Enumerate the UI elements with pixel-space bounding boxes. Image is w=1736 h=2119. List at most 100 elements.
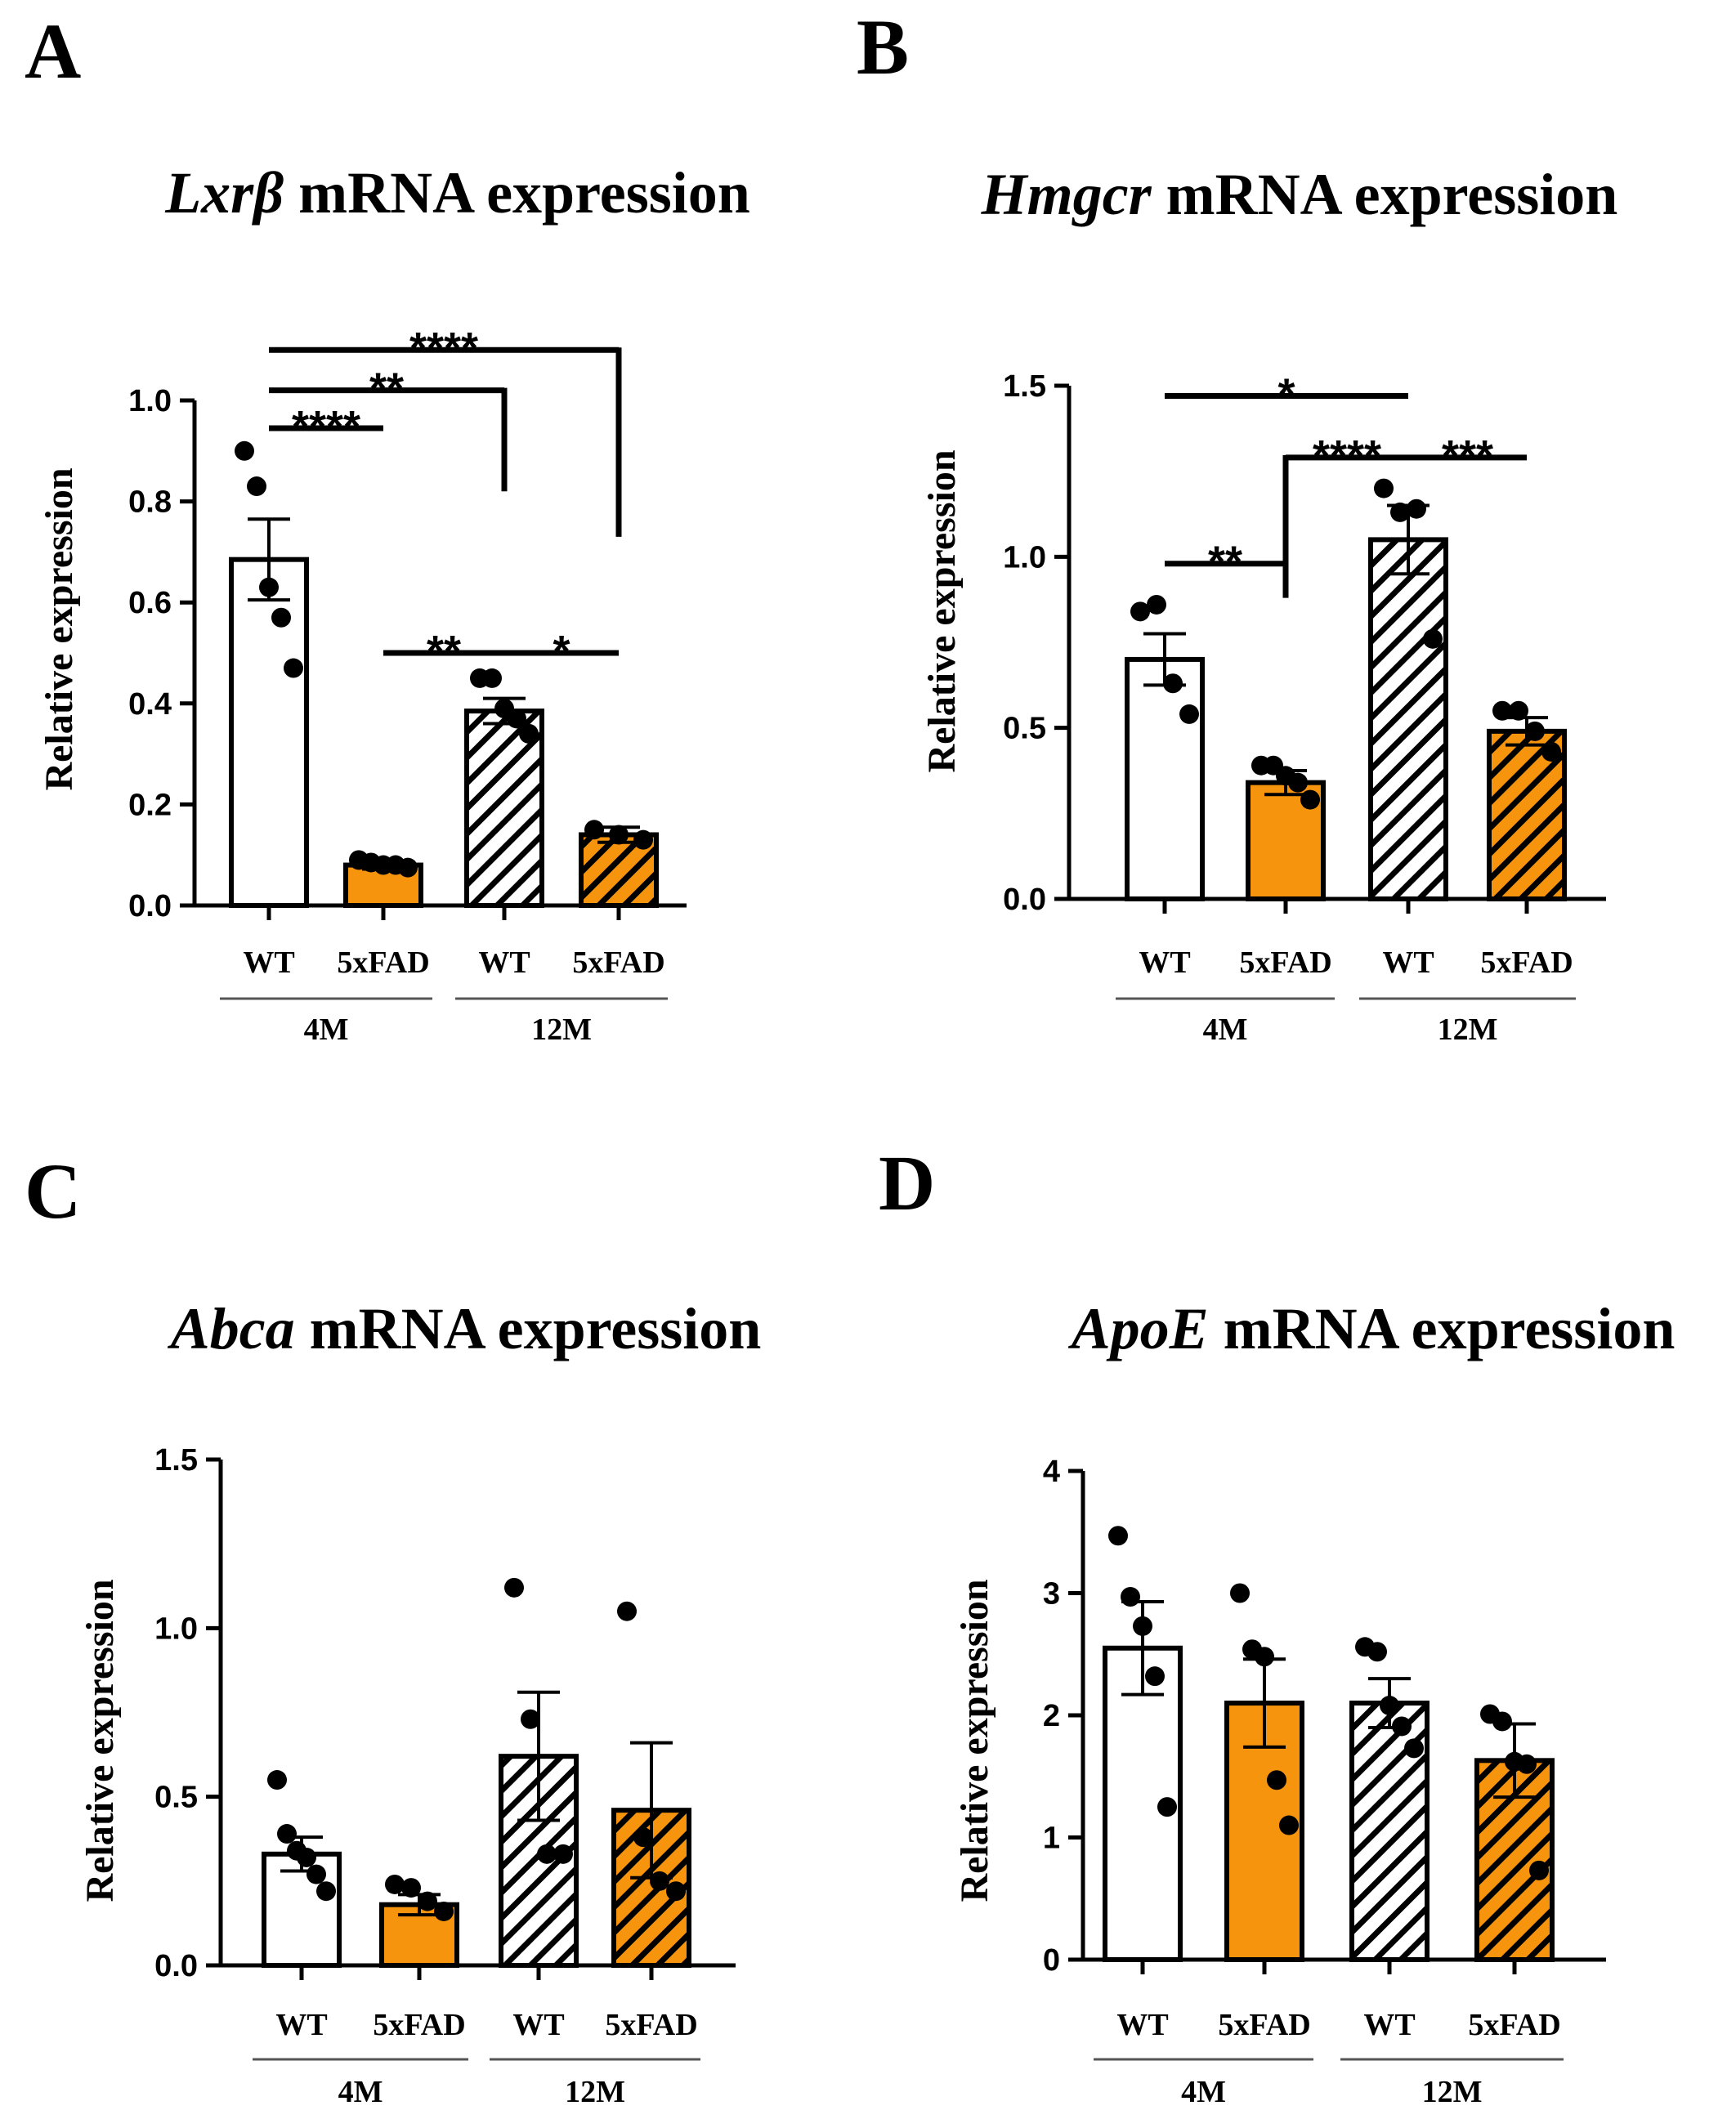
data-point bbox=[1374, 478, 1394, 498]
data-point bbox=[1423, 628, 1443, 649]
category-label: WT bbox=[1363, 2008, 1415, 2042]
chart-title: ApoE mRNA expression bbox=[1068, 1296, 1676, 1361]
data-point bbox=[1300, 789, 1320, 810]
data-point bbox=[267, 1770, 287, 1790]
category-label: 5xFAD bbox=[1218, 2008, 1310, 2042]
data-point bbox=[609, 825, 629, 845]
title-rest: mRNA expression bbox=[295, 1296, 762, 1361]
bar bbox=[1368, 537, 1448, 902]
title-gene: Abca bbox=[168, 1296, 295, 1361]
y-axis-label: Relative expression bbox=[953, 1579, 996, 1902]
group-label: 12M bbox=[1438, 1013, 1498, 1047]
data-point bbox=[617, 1601, 637, 1621]
significance-label: ** bbox=[369, 364, 404, 414]
y-tick-label: 1.0 bbox=[128, 384, 172, 418]
y-tick-label: 0.4 bbox=[128, 687, 172, 722]
data-point bbox=[1230, 1583, 1250, 1603]
data-point bbox=[1147, 594, 1166, 615]
data-point bbox=[235, 440, 254, 461]
y-tick-label: 1.0 bbox=[1003, 540, 1046, 574]
data-point bbox=[1390, 502, 1410, 522]
panel-letter: D bbox=[879, 1139, 935, 1227]
bar bbox=[343, 862, 423, 909]
data-point bbox=[284, 658, 303, 678]
data-point bbox=[553, 1844, 573, 1864]
significance-label: *** bbox=[1442, 431, 1493, 481]
group-label: 4M bbox=[304, 1013, 349, 1047]
data-point bbox=[1509, 700, 1528, 721]
data-point bbox=[1288, 772, 1308, 793]
panel-letter: B bbox=[857, 3, 909, 91]
y-tick-label: 1 bbox=[1043, 1822, 1060, 1856]
data-point bbox=[1157, 1797, 1177, 1817]
data-point bbox=[1279, 1815, 1299, 1835]
significance-label: * bbox=[1277, 370, 1295, 419]
title-rest: mRNA expression bbox=[1152, 162, 1618, 227]
data-point bbox=[418, 1891, 437, 1911]
data-point bbox=[297, 1847, 316, 1867]
y-tick-label: 0.5 bbox=[154, 1781, 198, 1815]
data-point bbox=[650, 1871, 669, 1891]
y-tick-label: 0.5 bbox=[1003, 712, 1046, 746]
bar bbox=[229, 557, 309, 908]
category-label: WT bbox=[243, 946, 294, 980]
data-point bbox=[1380, 1696, 1399, 1716]
y-tick-label: 4 bbox=[1043, 1455, 1060, 1489]
panel-letter: C bbox=[25, 1147, 81, 1235]
group-label: 4M bbox=[1203, 1013, 1248, 1047]
data-point bbox=[259, 577, 279, 597]
y-tick-label: 1.0 bbox=[154, 1612, 198, 1646]
significance-label: * bbox=[553, 627, 570, 676]
data-point bbox=[1525, 721, 1545, 741]
y-tick-label: 3 bbox=[1043, 1577, 1060, 1612]
panel-letter: A bbox=[25, 7, 81, 95]
data-point bbox=[1367, 1642, 1387, 1662]
category-label: WT bbox=[1382, 946, 1434, 980]
data-point bbox=[1517, 1754, 1537, 1774]
group-label: 4M bbox=[338, 2075, 383, 2109]
significance-label: **** bbox=[1313, 431, 1381, 481]
y-tick-label: 0.0 bbox=[1003, 883, 1046, 917]
data-point bbox=[1267, 1770, 1286, 1790]
data-point bbox=[1130, 601, 1150, 622]
data-point bbox=[633, 829, 653, 850]
title-gene: ApoE bbox=[1068, 1296, 1209, 1361]
bar bbox=[262, 1851, 342, 1969]
significance-label: ** bbox=[427, 627, 461, 676]
data-point bbox=[1179, 704, 1199, 724]
data-point bbox=[1121, 1586, 1140, 1607]
y-tick-label: 0.8 bbox=[128, 485, 172, 520]
data-point bbox=[1145, 1666, 1165, 1687]
y-axis-label: Relative expression bbox=[920, 449, 964, 772]
data-point bbox=[537, 1844, 557, 1864]
significance-label: ** bbox=[1208, 538, 1242, 587]
group-label: 4M bbox=[1181, 2075, 1226, 2109]
data-point bbox=[434, 1901, 454, 1921]
category-label: 5xFAD bbox=[1480, 946, 1573, 980]
data-point bbox=[504, 1577, 524, 1598]
data-point bbox=[277, 1824, 297, 1844]
panel-b: B Hmgcr mRNA expression Relative express… bbox=[857, 3, 1617, 1047]
data-point bbox=[1529, 1860, 1549, 1880]
category-label: 5xFAD bbox=[337, 946, 429, 980]
data-point bbox=[633, 1827, 653, 1848]
data-point bbox=[1133, 1616, 1152, 1636]
data-point bbox=[306, 1864, 326, 1884]
data-point bbox=[507, 709, 526, 729]
y-tick-label: 0.0 bbox=[128, 889, 172, 923]
data-point bbox=[1255, 1647, 1274, 1667]
title-rest: mRNA expression bbox=[284, 160, 750, 226]
y-tick-label: 1.5 bbox=[154, 1443, 198, 1477]
category-label: WT bbox=[275, 2008, 327, 2042]
group-label: 12M bbox=[531, 1013, 592, 1047]
chart-title: Lxrβ mRNA expression bbox=[164, 160, 750, 226]
data-point bbox=[401, 1878, 421, 1898]
group-label: 12M bbox=[1422, 2075, 1483, 2109]
category-label: WT bbox=[1116, 2008, 1168, 2042]
data-point bbox=[1163, 673, 1183, 694]
data-point bbox=[1404, 1738, 1424, 1759]
data-point bbox=[482, 668, 502, 688]
category-label: WT bbox=[512, 2008, 564, 2042]
y-axis-label: Relative expression bbox=[38, 467, 81, 790]
